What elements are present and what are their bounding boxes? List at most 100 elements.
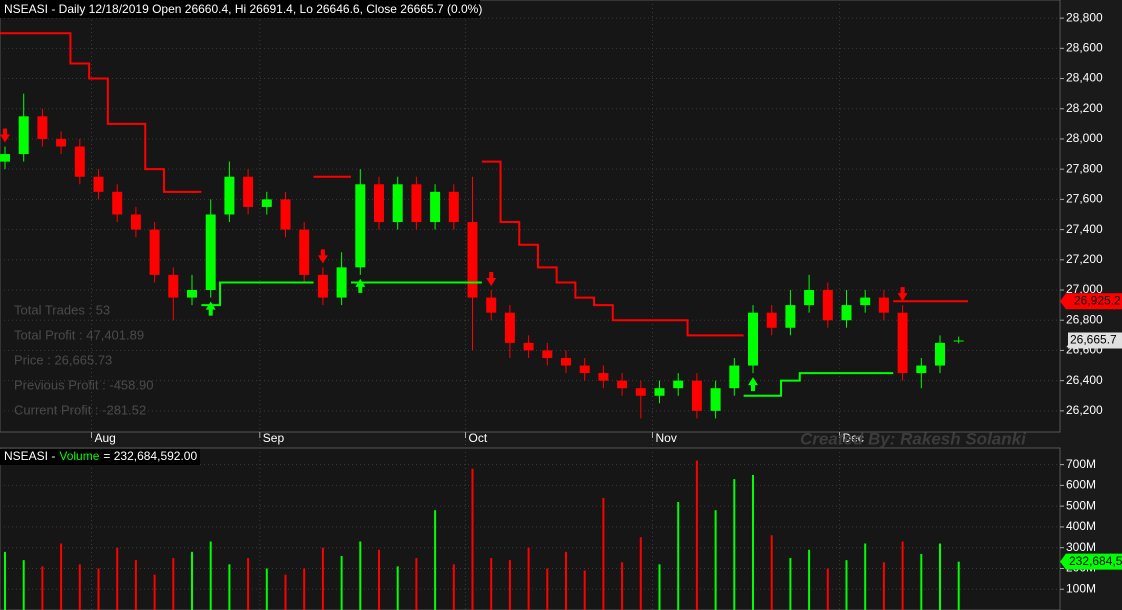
candle-body [654, 388, 665, 396]
candle-body [430, 191, 441, 223]
y-tick-label: 600M [1066, 478, 1096, 492]
x-tick-label: Nov [656, 431, 677, 445]
candle-body [93, 176, 104, 192]
candle-body [467, 222, 478, 298]
candle-body [785, 305, 796, 328]
y-tick-label: 28,600 [1066, 41, 1103, 55]
volume-title-box [0, 449, 200, 465]
candle-body [280, 199, 291, 230]
candle-body [149, 229, 160, 275]
candle-body [561, 357, 571, 366]
stop-value-tag [1060, 293, 1122, 310]
y-tick-label: 700M [1066, 457, 1096, 471]
candle-body [766, 312, 777, 328]
y-tick-label: 300M [1066, 540, 1096, 554]
candle-body [411, 184, 422, 223]
volume-title-symbol: NSEASI - [4, 449, 55, 463]
sell-arrow [0, 128, 10, 143]
candle-body [617, 380, 628, 389]
volume-value: = 232,684,592.00 [103, 449, 197, 463]
buy-arrow [748, 377, 758, 392]
title-box [0, 0, 480, 18]
candle-body [523, 342, 534, 351]
y-tick-label: 100M [1066, 581, 1096, 595]
candle-body [729, 365, 740, 389]
candle-body [635, 388, 646, 396]
sell-arrow [897, 287, 908, 302]
close-value-tag [1068, 332, 1122, 349]
trailing-stop [0, 32, 969, 337]
candle-body [261, 199, 272, 207]
candle-body [748, 312, 758, 366]
volume-value-tag [1060, 553, 1122, 570]
candle-body [953, 340, 964, 342]
candle-body [935, 342, 945, 366]
candle-body [878, 297, 889, 313]
candle-body [504, 312, 515, 343]
y-tick-label: 400M [1066, 519, 1096, 533]
candle-body [56, 138, 67, 147]
candle-body [860, 297, 871, 306]
chart-title: NSEASI - Daily 12/18/2019 Open 26660.4, … [4, 2, 482, 16]
candle-body [598, 373, 609, 381]
candle-body [392, 184, 403, 223]
stop-value-label: 26,925.2 [1074, 293, 1121, 307]
candle-body [130, 214, 141, 230]
y-tick-label: 28,000 [1066, 131, 1103, 145]
y-tick-label: 28,400 [1066, 71, 1103, 85]
y-tick-label: 26,800 [1066, 312, 1103, 326]
candle-body [841, 305, 852, 321]
close-value-label: 26,665.7 [1070, 333, 1117, 347]
candle-body [112, 191, 123, 215]
candle-body [710, 388, 721, 411]
candle-body [37, 116, 48, 139]
sell-arrow [317, 249, 328, 264]
price-panel [0, 0, 1061, 433]
y-tick-label: 27,000 [1066, 282, 1103, 296]
candle-body [486, 297, 497, 313]
candle-body [542, 350, 553, 358]
x-tick-label: Aug [95, 431, 116, 445]
candle-body [224, 176, 235, 215]
y-tick-label: 26,200 [1066, 403, 1103, 417]
candle-body [822, 290, 833, 321]
x-tick-label: Sep [263, 431, 285, 445]
candle-body [673, 380, 684, 389]
volume-value-label: 232,684,592 [1069, 554, 1122, 568]
watermark: Created By: Rakesh Solanki [800, 429, 1027, 448]
volume-title: NSEASI - Volume = 232,684,592.00 [4, 449, 197, 463]
y-tick-label: 28,200 [1066, 101, 1103, 115]
stat-text: Previous Profit : -458.90 [14, 377, 153, 392]
candle-body [299, 229, 310, 275]
candle-body [187, 290, 197, 298]
x-tick-label: Dec [843, 431, 864, 445]
candle-body [897, 312, 908, 374]
candle-body [205, 214, 216, 291]
candle-body [74, 146, 85, 177]
candle-body [336, 267, 347, 298]
trailing-stop [201, 281, 894, 397]
buy-arrow [355, 278, 366, 293]
stat-text: Total Trades : 53 [14, 302, 110, 317]
y-tick-label: 28,800 [1066, 10, 1103, 24]
candle-body [448, 191, 459, 223]
volume-panel [0, 447, 1061, 610]
candle-body [0, 154, 10, 162]
candle-body [579, 365, 590, 374]
y-tick-label: 27,400 [1066, 222, 1103, 236]
y-tick-label: 500M [1066, 498, 1096, 512]
candle-body [317, 274, 328, 298]
y-tick-label: 27,200 [1066, 252, 1103, 266]
y-tick-label: 26,400 [1066, 373, 1103, 387]
candle-body [243, 176, 254, 207]
y-tick-label: 27,600 [1066, 192, 1103, 206]
candle-body [916, 365, 927, 374]
candle-body [168, 274, 179, 298]
stat-text: Total Profit : 47,401.89 [14, 327, 144, 342]
y-tick-label: 27,800 [1066, 161, 1103, 175]
candle-body [18, 116, 29, 155]
buy-arrow [205, 301, 216, 316]
